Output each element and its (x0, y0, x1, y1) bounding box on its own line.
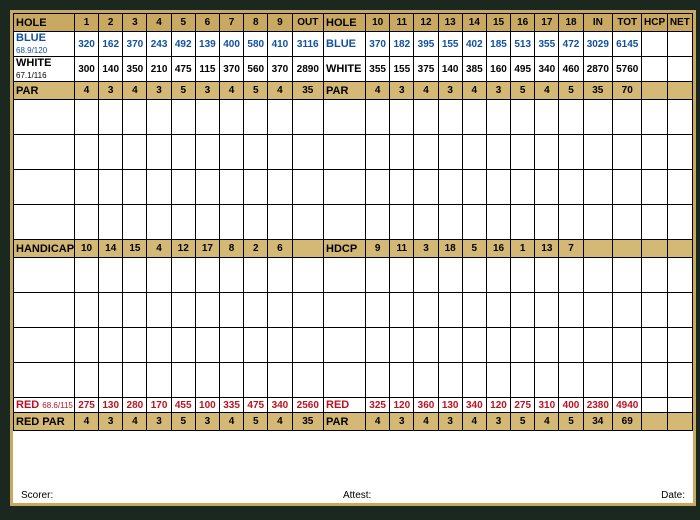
score-row (14, 258, 693, 293)
par-row: PAR 434353454 35PAR 434343545 3570 (14, 82, 693, 100)
score-row (14, 328, 693, 363)
date-label: Date: (661, 490, 685, 501)
score-row (14, 135, 693, 170)
white-row: WHITE 67.1/116 3001403502104751153705603… (14, 57, 693, 82)
footer: Scorer: Attest: Date: (13, 490, 693, 501)
scorecard: HOLE 123456789 OUT HOLE 1011121314151617… (10, 10, 696, 506)
score-row (14, 363, 693, 398)
red-row: RED 68.6/115 275130280170455100335475340… (14, 398, 693, 413)
blue-row: BLUE 68.9/120 32016237024349213940058041… (14, 32, 693, 57)
scorecard-table: HOLE 123456789 OUT HOLE 1011121314151617… (13, 13, 693, 431)
scorer-label: Scorer: (21, 490, 53, 501)
score-row (14, 100, 693, 135)
attest-label: Attest: (343, 490, 371, 501)
redpar-row: RED PAR 434353454 35PAR 434343545 3469 (14, 413, 693, 431)
score-row (14, 205, 693, 240)
hole-label: HOLE (14, 14, 75, 32)
handicap-row: HANDICAP 10141541217826 HDCP 91131851611… (14, 240, 693, 258)
score-row (14, 293, 693, 328)
hole-row: HOLE 123456789 OUT HOLE 1011121314151617… (14, 14, 693, 32)
score-row (14, 170, 693, 205)
